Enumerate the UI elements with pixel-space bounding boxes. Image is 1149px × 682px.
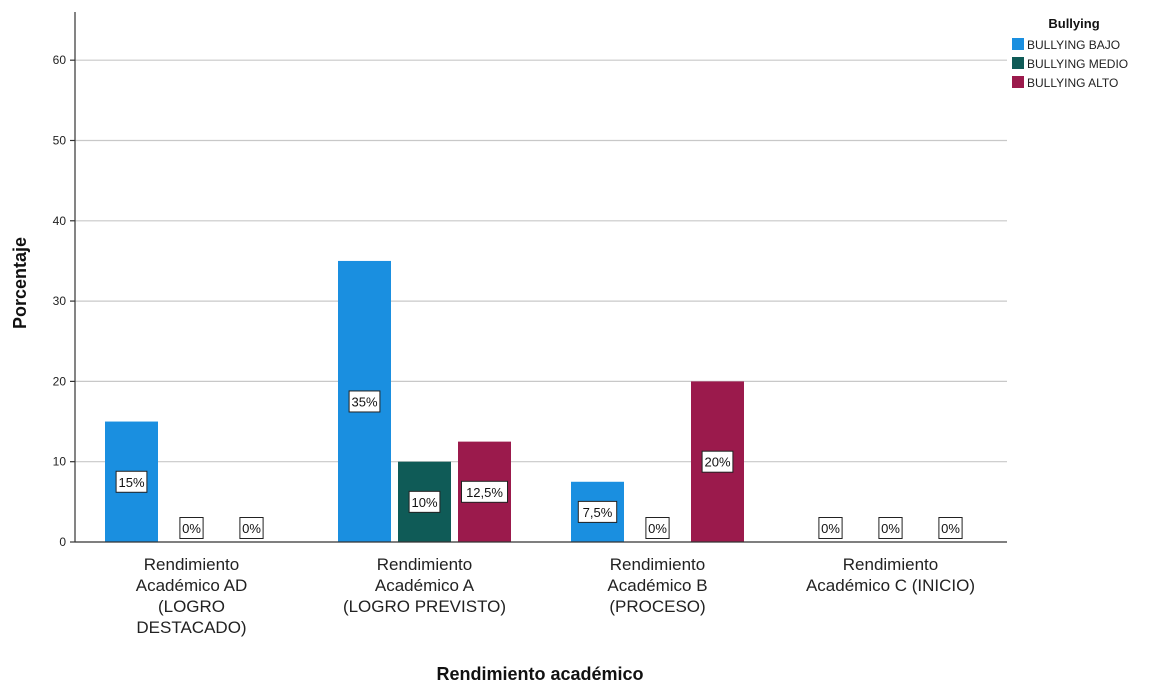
data-label-box (645, 517, 670, 539)
data-label: 35% (351, 394, 377, 409)
category-label-line: (LOGRO (158, 597, 225, 616)
category-label: Rendimiento Académico B (PROCESO) (607, 555, 707, 616)
data-label-box (461, 480, 508, 503)
data-label-box (818, 517, 843, 539)
data-labels: 15% 0% 0% 35% 10% 12,5% 7,5% 0% 20% 0% 0% 0% (115, 390, 963, 539)
category-label: Rendimiento Académico C (INICIO) (806, 555, 975, 595)
y-tick-label: 40 (53, 214, 67, 228)
data-label-box (408, 490, 441, 513)
legend: Bullying BULLYING BAJO BULLYING MEDIO BULL… (1012, 16, 1128, 90)
legend-swatch (1012, 57, 1024, 69)
category-label: Rendimiento Académico A (LOGRO PREVISTO) (343, 555, 506, 616)
category-label: Rendimiento Académico AD (LOGRO DESTACADO) (136, 555, 248, 637)
legend-entry: BULLYING MEDIO (1027, 57, 1128, 71)
data-label: 0% (881, 521, 900, 536)
axes: 0 10 20 30 40 50 60 (53, 12, 1007, 549)
data-label: 0% (941, 521, 960, 536)
gridlines (75, 59, 1007, 463)
data-label: 0% (648, 521, 667, 536)
y-tick-label: 60 (53, 53, 67, 67)
data-label-box (577, 500, 618, 523)
legend-swatch (1012, 76, 1024, 88)
y-tick-label: 10 (53, 455, 67, 469)
category-label-line: Académico AD (136, 576, 248, 595)
legend-entry: BULLYING BAJO (1027, 38, 1120, 52)
data-label: 12,5% (466, 485, 503, 500)
category-label-line: Académico C (INICIO) (806, 576, 975, 595)
y-axis-title: Porcentaje (10, 237, 30, 329)
data-label: 10% (411, 495, 437, 510)
data-label: 20% (704, 455, 730, 470)
data-label-box (878, 517, 903, 539)
category-label-line: Rendimiento (377, 555, 472, 574)
category-label-line: Rendimiento (843, 555, 938, 574)
data-label: 0% (821, 521, 840, 536)
category-label-line: (LOGRO PREVISTO) (343, 597, 506, 616)
category-labels: Rendimiento Académico AD (LOGRO DESTACADO)R… (136, 555, 975, 637)
data-label-box (938, 517, 963, 539)
data-label-box (348, 390, 381, 413)
x-axis-title: Rendimiento académico (436, 664, 643, 682)
category-label-line: Rendimiento (610, 555, 705, 574)
category-label-line: Rendimiento (144, 555, 239, 574)
y-tick-label: 50 (53, 133, 67, 147)
data-label: 15% (118, 475, 144, 490)
category-label-line: Académico A (375, 576, 475, 595)
category-label-line: (PROCESO) (609, 597, 705, 616)
y-tick-label: 20 (53, 374, 67, 388)
data-label: 7,5% (583, 505, 613, 520)
data-label-box (701, 450, 734, 473)
legend-swatch (1012, 38, 1024, 50)
data-label-box (179, 517, 204, 539)
data-label-box (239, 517, 264, 539)
category-label-line: Académico B (607, 576, 707, 595)
data-label-box (115, 470, 148, 493)
category-label-line: DESTACADO) (136, 618, 246, 637)
data-label: 0% (182, 521, 201, 536)
legend-title: Bullying (1048, 16, 1099, 31)
data-label: 0% (242, 521, 261, 536)
legend-entry: BULLYING ALTO (1027, 76, 1118, 90)
y-tick-label: 30 (53, 294, 67, 308)
y-tick-label: 0 (59, 535, 66, 549)
